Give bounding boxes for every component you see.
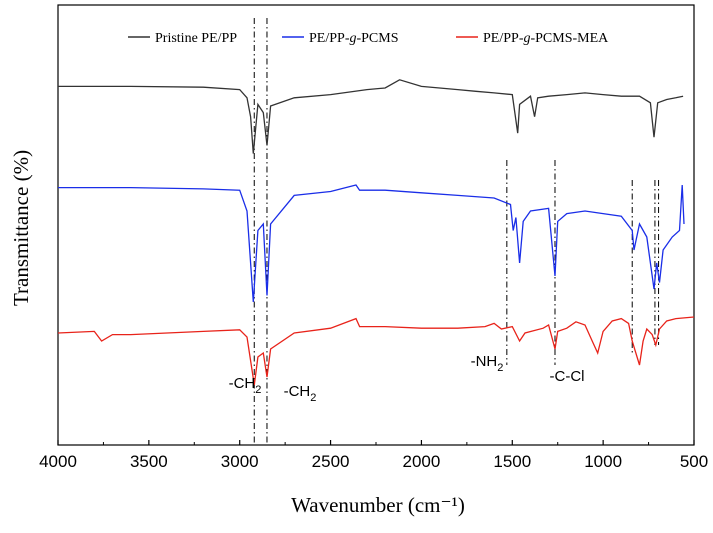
series-line-1	[58, 184, 685, 303]
x-tick-label-2: 3000	[221, 452, 259, 471]
legend-label-0: Pristine PE/PP	[155, 31, 237, 46]
annotation-2: -NH2	[471, 353, 504, 374]
x-tick-label-3: 2500	[312, 452, 350, 471]
plot-frame	[57, 4, 695, 446]
x-tick-label-1: 3500	[130, 452, 168, 471]
series-line-0	[58, 79, 684, 154]
series-line-2	[57, 316, 695, 386]
x-tick-label-6: 1000	[584, 452, 622, 471]
annotation-3: -C-Cl	[550, 368, 585, 385]
x-axis-title: Wavenumber (cm⁻¹)	[291, 493, 465, 517]
annotations: -CH2 -CH2 -NH2 -C-Cl	[229, 353, 585, 404]
legend-label-1: PE/PP-g-PCMS	[309, 31, 399, 46]
legend-label-2: PE/PP-g-PCMS-MEA	[483, 31, 609, 46]
x-ticks: 4000 3500 3000 2500 2000 1500 1000 500	[39, 440, 708, 471]
y-axis-title: Transmittance (%)	[9, 150, 33, 306]
annotation-1: -CH2	[284, 383, 317, 404]
series-group	[57, 79, 695, 386]
vertical-markers	[253, 18, 660, 445]
legend: Pristine PE/PP PE/PP-g-PCMS PE/PP-g-PCMS-M…	[128, 31, 609, 46]
annotation-0: -CH2	[229, 375, 262, 396]
x-tick-label-5: 1500	[493, 452, 531, 471]
x-tick-label-7: 500	[680, 452, 708, 471]
x-tick-label-4: 2000	[403, 452, 441, 471]
x-tick-label-0: 4000	[39, 452, 77, 471]
